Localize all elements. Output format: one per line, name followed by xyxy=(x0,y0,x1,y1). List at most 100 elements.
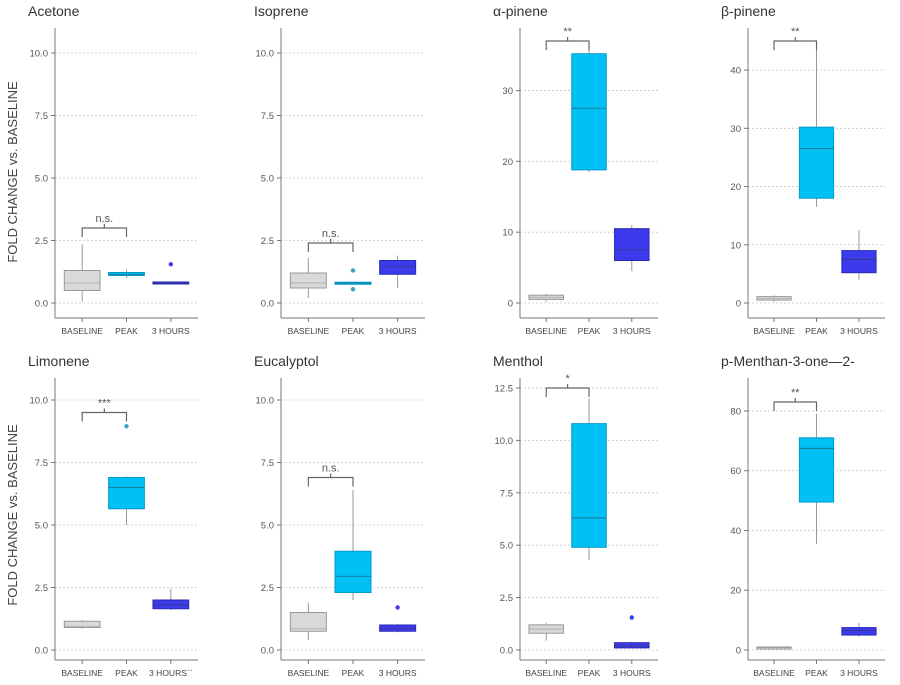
x-tick-label: BASELINE xyxy=(753,668,795,678)
box-body xyxy=(334,550,372,593)
y-tick-label: 2.5 xyxy=(35,583,48,594)
box-3-hours xyxy=(841,230,877,280)
panel-5: Limonene 0.0 2.5 5.0 7.5 10.0 BASELINE PEAK 3 HO… xyxy=(28,353,198,678)
box-baseline xyxy=(289,258,327,298)
y-tick-label: 0 xyxy=(508,299,513,310)
box-baseline xyxy=(528,622,564,641)
significance-bracket: ** xyxy=(773,26,818,50)
y-tick-label: 20 xyxy=(502,157,513,168)
panel-title: β-pinene xyxy=(721,3,776,19)
box-peak xyxy=(571,398,607,560)
significance-label: n.s. xyxy=(322,228,340,240)
box-baseline xyxy=(63,244,101,302)
box-body xyxy=(571,53,607,171)
significance-bracket: n.s. xyxy=(307,228,354,252)
panel-title: Menthol xyxy=(493,353,543,369)
box-body xyxy=(756,646,792,650)
box-body xyxy=(289,272,327,289)
panel-2: Isoprene 0.0 2.5 5.0 7.5 10.0 BASELINE PEAK 3 HO… xyxy=(254,3,425,336)
box-body xyxy=(841,250,877,274)
x-tick-label: 3 HOURS`` xyxy=(149,668,193,678)
x-tick-label: 3 HOURS xyxy=(152,326,190,336)
y-tick-label: 0.0 xyxy=(35,299,48,310)
box-body xyxy=(379,624,417,632)
box-3-hours xyxy=(614,615,650,649)
box-baseline xyxy=(63,620,101,629)
outlier-point xyxy=(350,287,356,292)
box-baseline xyxy=(528,293,564,302)
box-body xyxy=(152,599,190,610)
y-tick-label: 7.5 xyxy=(35,111,48,122)
significance-label: * xyxy=(565,373,570,385)
x-tick-label: BASELINE xyxy=(525,326,567,336)
box-body xyxy=(379,260,417,275)
outlier-point xyxy=(350,268,356,273)
outlier-point xyxy=(629,615,634,620)
y-tick-label: 0 xyxy=(736,646,741,657)
y-tick-label: 80 xyxy=(730,406,741,417)
y-tick-label: 7.5 xyxy=(35,458,48,469)
y-tick-label: 0.0 xyxy=(261,646,274,657)
y-tick-label: 40 xyxy=(730,526,741,537)
y-tick-label: 20 xyxy=(730,586,741,597)
box-baseline xyxy=(756,295,792,302)
y-tick-label: 40 xyxy=(730,66,741,77)
panel-3: α-pinene 0 10 20 30 BASELINE PEAK 3 HOURS ** xyxy=(493,3,658,336)
panel-6: Eucalyptol 0.0 2.5 5.0 7.5 10.0 BASELINE PEAK 3 … xyxy=(254,353,425,678)
x-tick-label: BASELINE xyxy=(61,326,103,336)
x-tick-label: PEAK xyxy=(115,668,138,678)
box-peak xyxy=(334,490,372,600)
bracket-line xyxy=(307,242,354,252)
x-tick-label: 3 HOURS xyxy=(613,326,651,336)
outlier-point xyxy=(395,605,400,610)
box-peak xyxy=(108,424,145,525)
box-body xyxy=(614,228,650,262)
significance-bracket: n.s. xyxy=(81,213,128,237)
box-3-hours xyxy=(379,255,417,288)
significance-bracket: n.s. xyxy=(307,463,354,487)
significance-label: ** xyxy=(791,387,800,399)
x-tick-label: 3 HOURS xyxy=(840,326,878,336)
y-tick-label: 10 xyxy=(730,240,741,251)
y-tick-label: 5.0 xyxy=(261,521,274,532)
x-tick-label: 3 HOURS xyxy=(379,668,417,678)
significance-label: n.s. xyxy=(322,463,340,475)
box-body xyxy=(289,612,327,632)
bracket-line xyxy=(545,387,590,397)
x-tick-label: PEAK xyxy=(578,668,601,678)
box-3-hours xyxy=(841,623,877,637)
y-tick-label: 5.0 xyxy=(500,541,513,552)
box-baseline xyxy=(289,602,327,640)
panel-title: α-pinene xyxy=(493,3,548,19)
box-baseline xyxy=(756,646,792,650)
x-tick-label: 3 HOURS xyxy=(613,668,651,678)
y-tick-label: 20 xyxy=(730,182,741,193)
box-3-hours xyxy=(152,262,190,285)
x-tick-label: PEAK xyxy=(805,326,828,336)
panel-4: β-pinene 0 10 20 30 40 BASELINE PEAK 3 HOURS ** xyxy=(721,3,885,336)
panel-title: Acetone xyxy=(28,3,80,19)
y-tick-label: 10.0 xyxy=(495,436,514,447)
bracket-line xyxy=(773,401,818,411)
significance-label: ** xyxy=(563,26,572,38)
y-tick-label: 10.0 xyxy=(256,396,275,407)
y-tick-label: 7.5 xyxy=(261,111,274,122)
box-body xyxy=(63,270,101,291)
significance-label: n.s. xyxy=(95,213,113,225)
y-tick-label: 12.5 xyxy=(495,384,514,395)
x-tick-label: PEAK xyxy=(115,326,138,336)
bracket-line xyxy=(81,227,128,237)
x-tick-label: BASELINE xyxy=(525,668,567,678)
box-peak xyxy=(798,49,835,207)
box-3-hours xyxy=(379,605,417,633)
panel-1: Acetone 0.0 2.5 5.0 7.5 10.0 BASELINE PEAK 3 HOU… xyxy=(28,3,198,336)
y-tick-label: 30 xyxy=(730,124,741,135)
bracket-line xyxy=(773,40,818,50)
chart-panels: Acetone 0.0 2.5 5.0 7.5 10.0 BASELINE PEAK 3 HOU… xyxy=(28,3,885,678)
y-tick-label: 10.0 xyxy=(30,49,49,60)
x-tick-label: BASELINE xyxy=(288,326,330,336)
y-tick-label: 2.5 xyxy=(261,583,274,594)
panel-7: Menthol 0.0 2.5 5.0 7.5 10.0 12.5 BASELINE PEAK 3… xyxy=(493,353,658,678)
significance-bracket: ** xyxy=(773,387,818,411)
panel-title: Isoprene xyxy=(254,3,309,19)
